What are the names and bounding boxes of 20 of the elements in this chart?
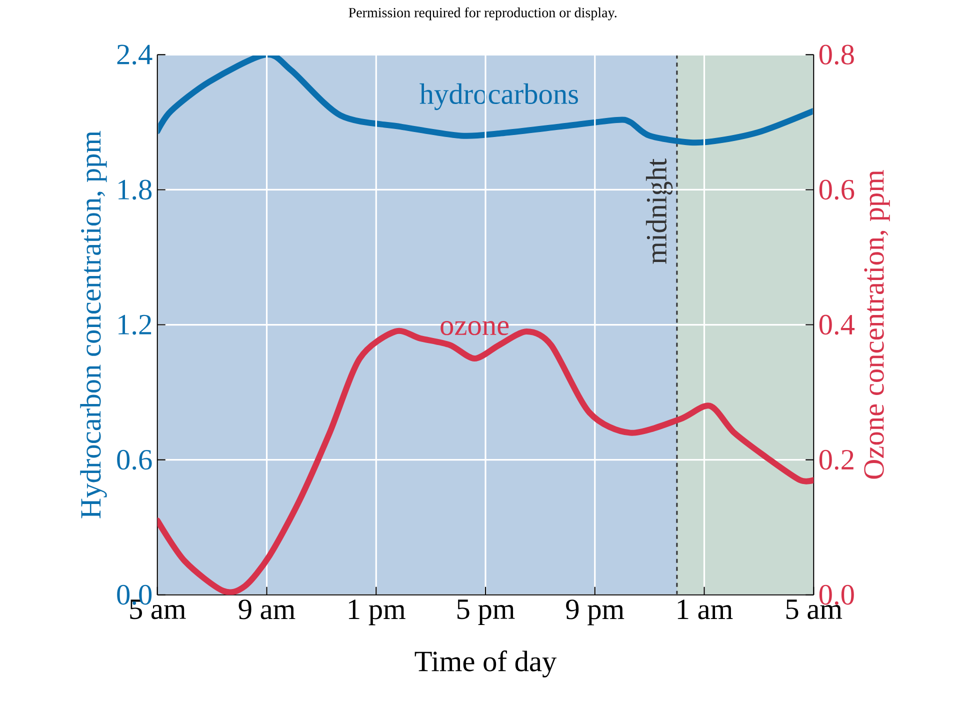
- x-axis-title: Time of day: [414, 650, 557, 678]
- x-tick-label: 9 am: [238, 599, 296, 620]
- text: Permission required for reproduction or display.: [348, 7, 616, 20]
- series-label: hydrocarbons: [420, 83, 578, 110]
- y-tick-label: 2.4: [117, 44, 152, 64]
- x-tick-label: 5 pm: [457, 599, 515, 625]
- y2-tick-label: 0.8: [819, 44, 854, 65]
- y2-axis-title: Ozone concentration, ppm: [864, 170, 890, 479]
- y-tick-label: 1.2: [118, 314, 152, 335]
- ref-line-label: midnight: [646, 158, 673, 264]
- y2-tick-label: 0.2: [819, 450, 854, 470]
- y-tick-label: 1.8: [118, 180, 152, 200]
- x-tick-label: 1 am: [678, 599, 733, 620]
- y-axis-title: Hydrocarbon concentration, ppm: [80, 130, 107, 518]
- y2-tick-label: 0.6: [819, 180, 854, 200]
- x-tick-label: 1 pm: [348, 599, 406, 626]
- y2-tick-label: 0.4: [819, 314, 855, 335]
- series-label: ozone: [440, 320, 509, 336]
- y-tick-label: 0.6: [117, 450, 152, 470]
- x-tick-label: 9 pm: [566, 599, 624, 626]
